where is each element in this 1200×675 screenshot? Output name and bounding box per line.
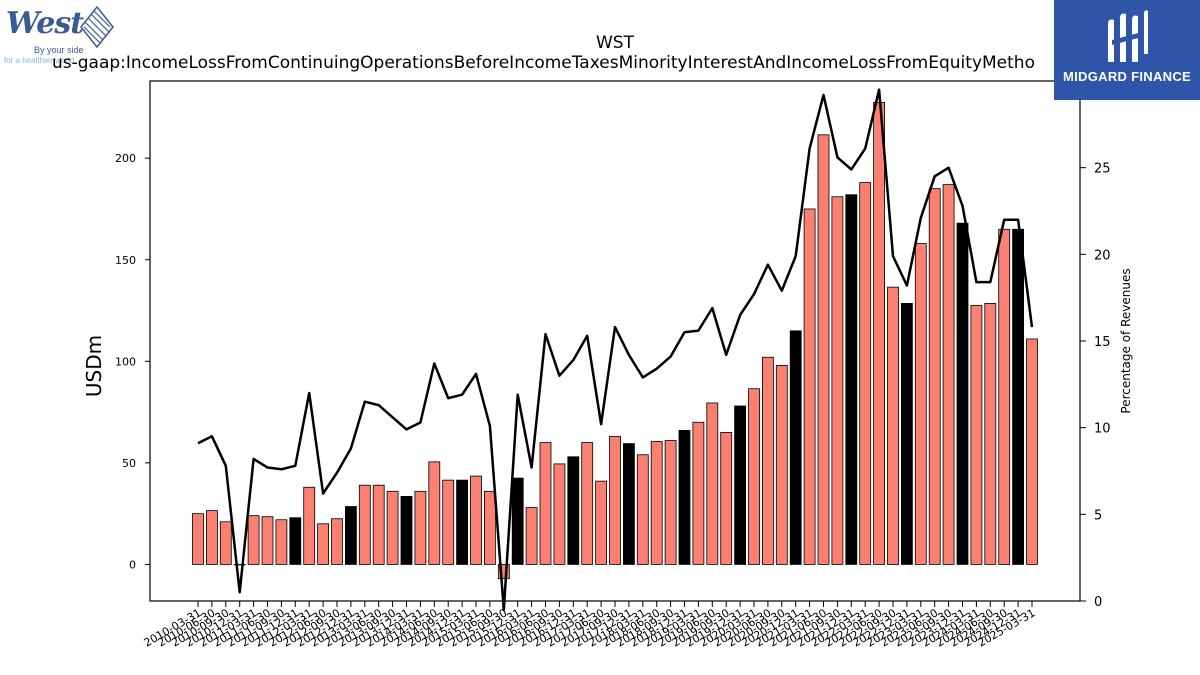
percentage-line [197,88,1034,611]
chart-title: WST [596,33,634,53]
y-tick-label-100: 100 [115,355,136,368]
west-logo: West By your side for a healthier world [4,4,116,68]
bar-2024-03-31 [970,305,983,565]
bar-2018-06-30 [650,441,663,565]
bar-2012-09-30 [331,518,343,565]
bar-2014-09-30 [442,479,455,565]
bar-2019-06-30 [706,402,719,565]
bar-2024-09-30 [998,228,1011,565]
bar-2010-03-31 [192,513,204,565]
y2-tick-label-0: 0 [1094,595,1102,610]
bar-2010-12-31 [233,564,246,566]
bar-2017-03-31 [581,442,594,565]
bar-2014-03-31 [414,490,427,565]
bar-2023-06-30 [928,188,941,565]
bar-2018-03-31 [636,454,649,565]
bar-2021-03-31 [803,208,816,565]
bar-2016-03-31 [525,507,538,565]
bar-2022-09-30 [887,286,899,565]
bar-2017-09-30 [609,436,621,565]
bar-2023-09-30 [942,184,955,565]
bar-2020-06-30 [762,356,774,565]
y2-tick-label-5: 5 [1094,508,1102,523]
y2-tick-label-20: 20 [1094,248,1111,263]
y-tick-label-200: 200 [115,152,136,165]
y2-tick-label-10: 10 [1094,422,1111,437]
bar-2015-09-30 [497,564,510,580]
bar-2012-06-30 [317,523,330,565]
bar-2010-06-30 [205,510,218,565]
bar-2022-06-30 [873,101,885,565]
bar-2013-12-31 [400,495,413,565]
bar-2015-03-31 [470,475,482,565]
bar-2020-03-31 [748,388,760,565]
bar-2017-12-31 [623,443,635,565]
y-axis-label: USDm [82,335,106,397]
y-tick-label-50: 50 [122,457,136,470]
bar-2022-03-31 [859,182,872,565]
west-logo-tagline-2: for a healthier world [4,56,75,65]
bar-2012-03-31 [303,486,316,565]
midgard-logo: MIDGARD FINANCE [1054,0,1200,100]
bar-2024-06-30 [984,303,997,565]
bar-2016-12-31 [567,456,580,565]
bar-2011-12-31 [289,517,302,565]
bar-2018-12-31 [678,429,691,565]
bar-2010-09-30 [219,521,232,565]
bar-2013-09-30 [386,490,399,565]
bar-2013-03-31 [358,484,371,565]
bar-2019-09-30 [720,432,733,565]
bar-2021-06-30 [817,134,830,565]
bar-2014-06-30 [428,461,441,565]
bar-2012-12-31 [344,506,357,565]
y2-axis-label: Percentage of Revenues [1119,268,1133,413]
y2-tick-label-15: 15 [1094,335,1111,350]
west-logo-diamond-icon [80,6,114,48]
west-logo-tagline: By your side [34,45,84,55]
bar-2011-06-30 [261,516,274,565]
bar-2017-06-30 [595,480,607,565]
midgard-logo-mark-icon [1108,10,1148,62]
bar-2022-12-31 [901,303,913,565]
bar-2020-09-30 [775,364,788,565]
y-tick-label-0: 0 [129,558,136,571]
bar-2015-06-30 [483,490,496,565]
bar-2019-12-31 [734,405,746,565]
bar-2018-09-30 [664,440,677,565]
bar-2024-12-31 [1012,228,1024,565]
west-logo-word: West [6,6,84,41]
midgard-logo-text: MIDGARD FINANCE [1063,69,1191,84]
bar-2013-06-30 [372,484,385,565]
bar-2019-03-31 [692,421,705,565]
bar-2021-09-30 [831,196,844,565]
bar-2016-09-30 [553,463,566,565]
bar-2011-03-31 [247,515,260,565]
bar-2023-12-31 [956,222,969,565]
bar-2014-12-31 [456,479,469,565]
bar-2016-06-30 [539,442,552,565]
y2-tick-label-25: 25 [1094,162,1111,177]
y-tick-label-150: 150 [115,254,136,267]
bar-2025-03-31 [1026,338,1038,565]
chart-subtitle: us-gaap:IncomeLossFromContinuingOperatio… [52,53,1035,73]
bar-2015-12-31 [511,477,524,565]
bar-2020-12-31 [789,330,802,565]
bar-2021-12-31 [845,194,858,565]
bar-2023-03-31 [914,243,927,565]
bar-2011-09-30 [275,519,288,565]
